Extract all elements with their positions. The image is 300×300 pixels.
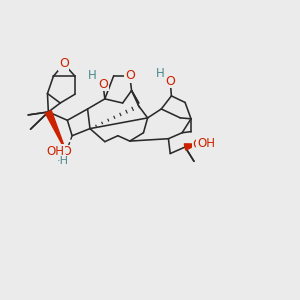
Text: H: H xyxy=(156,67,165,80)
Text: H: H xyxy=(204,142,212,152)
Text: O: O xyxy=(59,57,69,70)
Text: OH: OH xyxy=(197,137,215,150)
Text: O: O xyxy=(193,138,202,151)
Text: O: O xyxy=(61,145,71,158)
Text: ·H: ·H xyxy=(56,156,68,166)
Text: H: H xyxy=(88,69,97,82)
Text: O: O xyxy=(165,74,175,88)
Text: OH: OH xyxy=(46,145,64,158)
Text: H: H xyxy=(57,154,65,164)
Text: O: O xyxy=(125,69,135,82)
Polygon shape xyxy=(184,144,198,150)
Polygon shape xyxy=(45,111,66,152)
Text: O: O xyxy=(98,77,108,91)
